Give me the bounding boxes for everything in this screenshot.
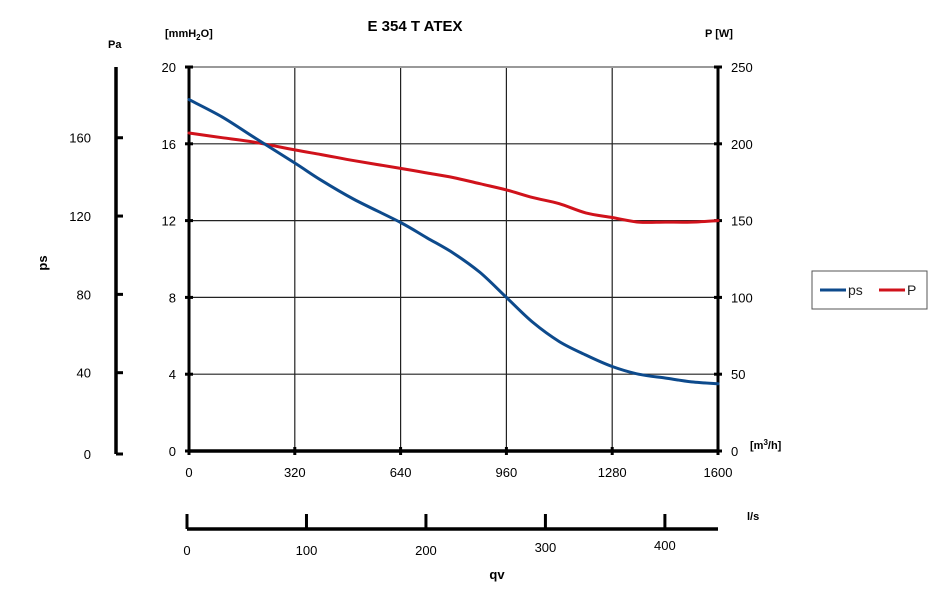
pa-tick-label: 0 — [84, 447, 91, 462]
right-tick-label: 0 — [731, 444, 738, 459]
series-line-p — [187, 131, 720, 224]
legend: ps P — [811, 270, 928, 310]
pa-axis: 0 40 80 120 160 — [69, 67, 123, 462]
series-group — [187, 98, 720, 386]
right-tick-label: 50 — [731, 367, 745, 382]
right-tick-label: 100 — [731, 290, 753, 305]
ls-axis: 0 100 200 300 400 — [183, 514, 718, 558]
right-tick-label: 250 — [731, 60, 753, 75]
right-tick-label: 150 — [731, 214, 753, 229]
qv-axis-label: qv — [489, 567, 505, 582]
left-tick-label: 0 — [169, 444, 176, 459]
left-tick-label: 16 — [162, 137, 176, 152]
pa-tick-label: 120 — [69, 209, 91, 224]
left-tick-label: 12 — [162, 214, 176, 229]
x-axis-unit-label: [m3/h] — [750, 438, 782, 452]
pa-tick-label: 160 — [69, 131, 91, 146]
x-tick-label: 320 — [284, 465, 306, 480]
ls-tick-label: 200 — [415, 543, 437, 558]
right-axis-label: P [W] — [705, 28, 733, 40]
x-tick-label: 1280 — [598, 465, 627, 480]
pa-tick-label: 40 — [77, 366, 91, 381]
right-axis-ticks: 0 50 100 150 200 250 — [731, 60, 753, 459]
chart-title: E 354 T ATEX — [367, 18, 462, 35]
ls-tick-label: 0 — [183, 543, 190, 558]
ls-tick-label: 300 — [535, 540, 557, 555]
left-tick-label: 8 — [169, 290, 176, 305]
pa-tick-label: 80 — [77, 287, 91, 302]
legend-label-p: P — [907, 282, 916, 298]
pa-unit-label: Pa — [108, 39, 122, 51]
series-line-ps — [187, 98, 720, 386]
legend-label-ps: ps — [848, 282, 863, 298]
x-tick-label: 1600 — [704, 465, 733, 480]
right-tick-label: 200 — [731, 137, 753, 152]
x-tick-label: 960 — [496, 465, 518, 480]
ls-tick-label: 100 — [296, 543, 318, 558]
left-tick-label: 20 — [162, 60, 176, 75]
grid — [185, 65, 722, 455]
ls-unit-label: l/s — [747, 511, 759, 523]
x-axis-ticks: 0 320 640 960 1280 1600 — [185, 465, 732, 480]
left-tick-label: 4 — [169, 367, 176, 382]
x-tick-label: 0 — [185, 465, 192, 480]
left-axis-ticks: 0 4 8 12 16 20 — [162, 60, 176, 459]
left-axis-unit-label: [mmH2O] — [165, 28, 213, 42]
x-tick-label: 640 — [390, 465, 412, 480]
ls-tick-label: 400 — [654, 538, 676, 553]
ps-axis-label: ps — [35, 255, 50, 270]
